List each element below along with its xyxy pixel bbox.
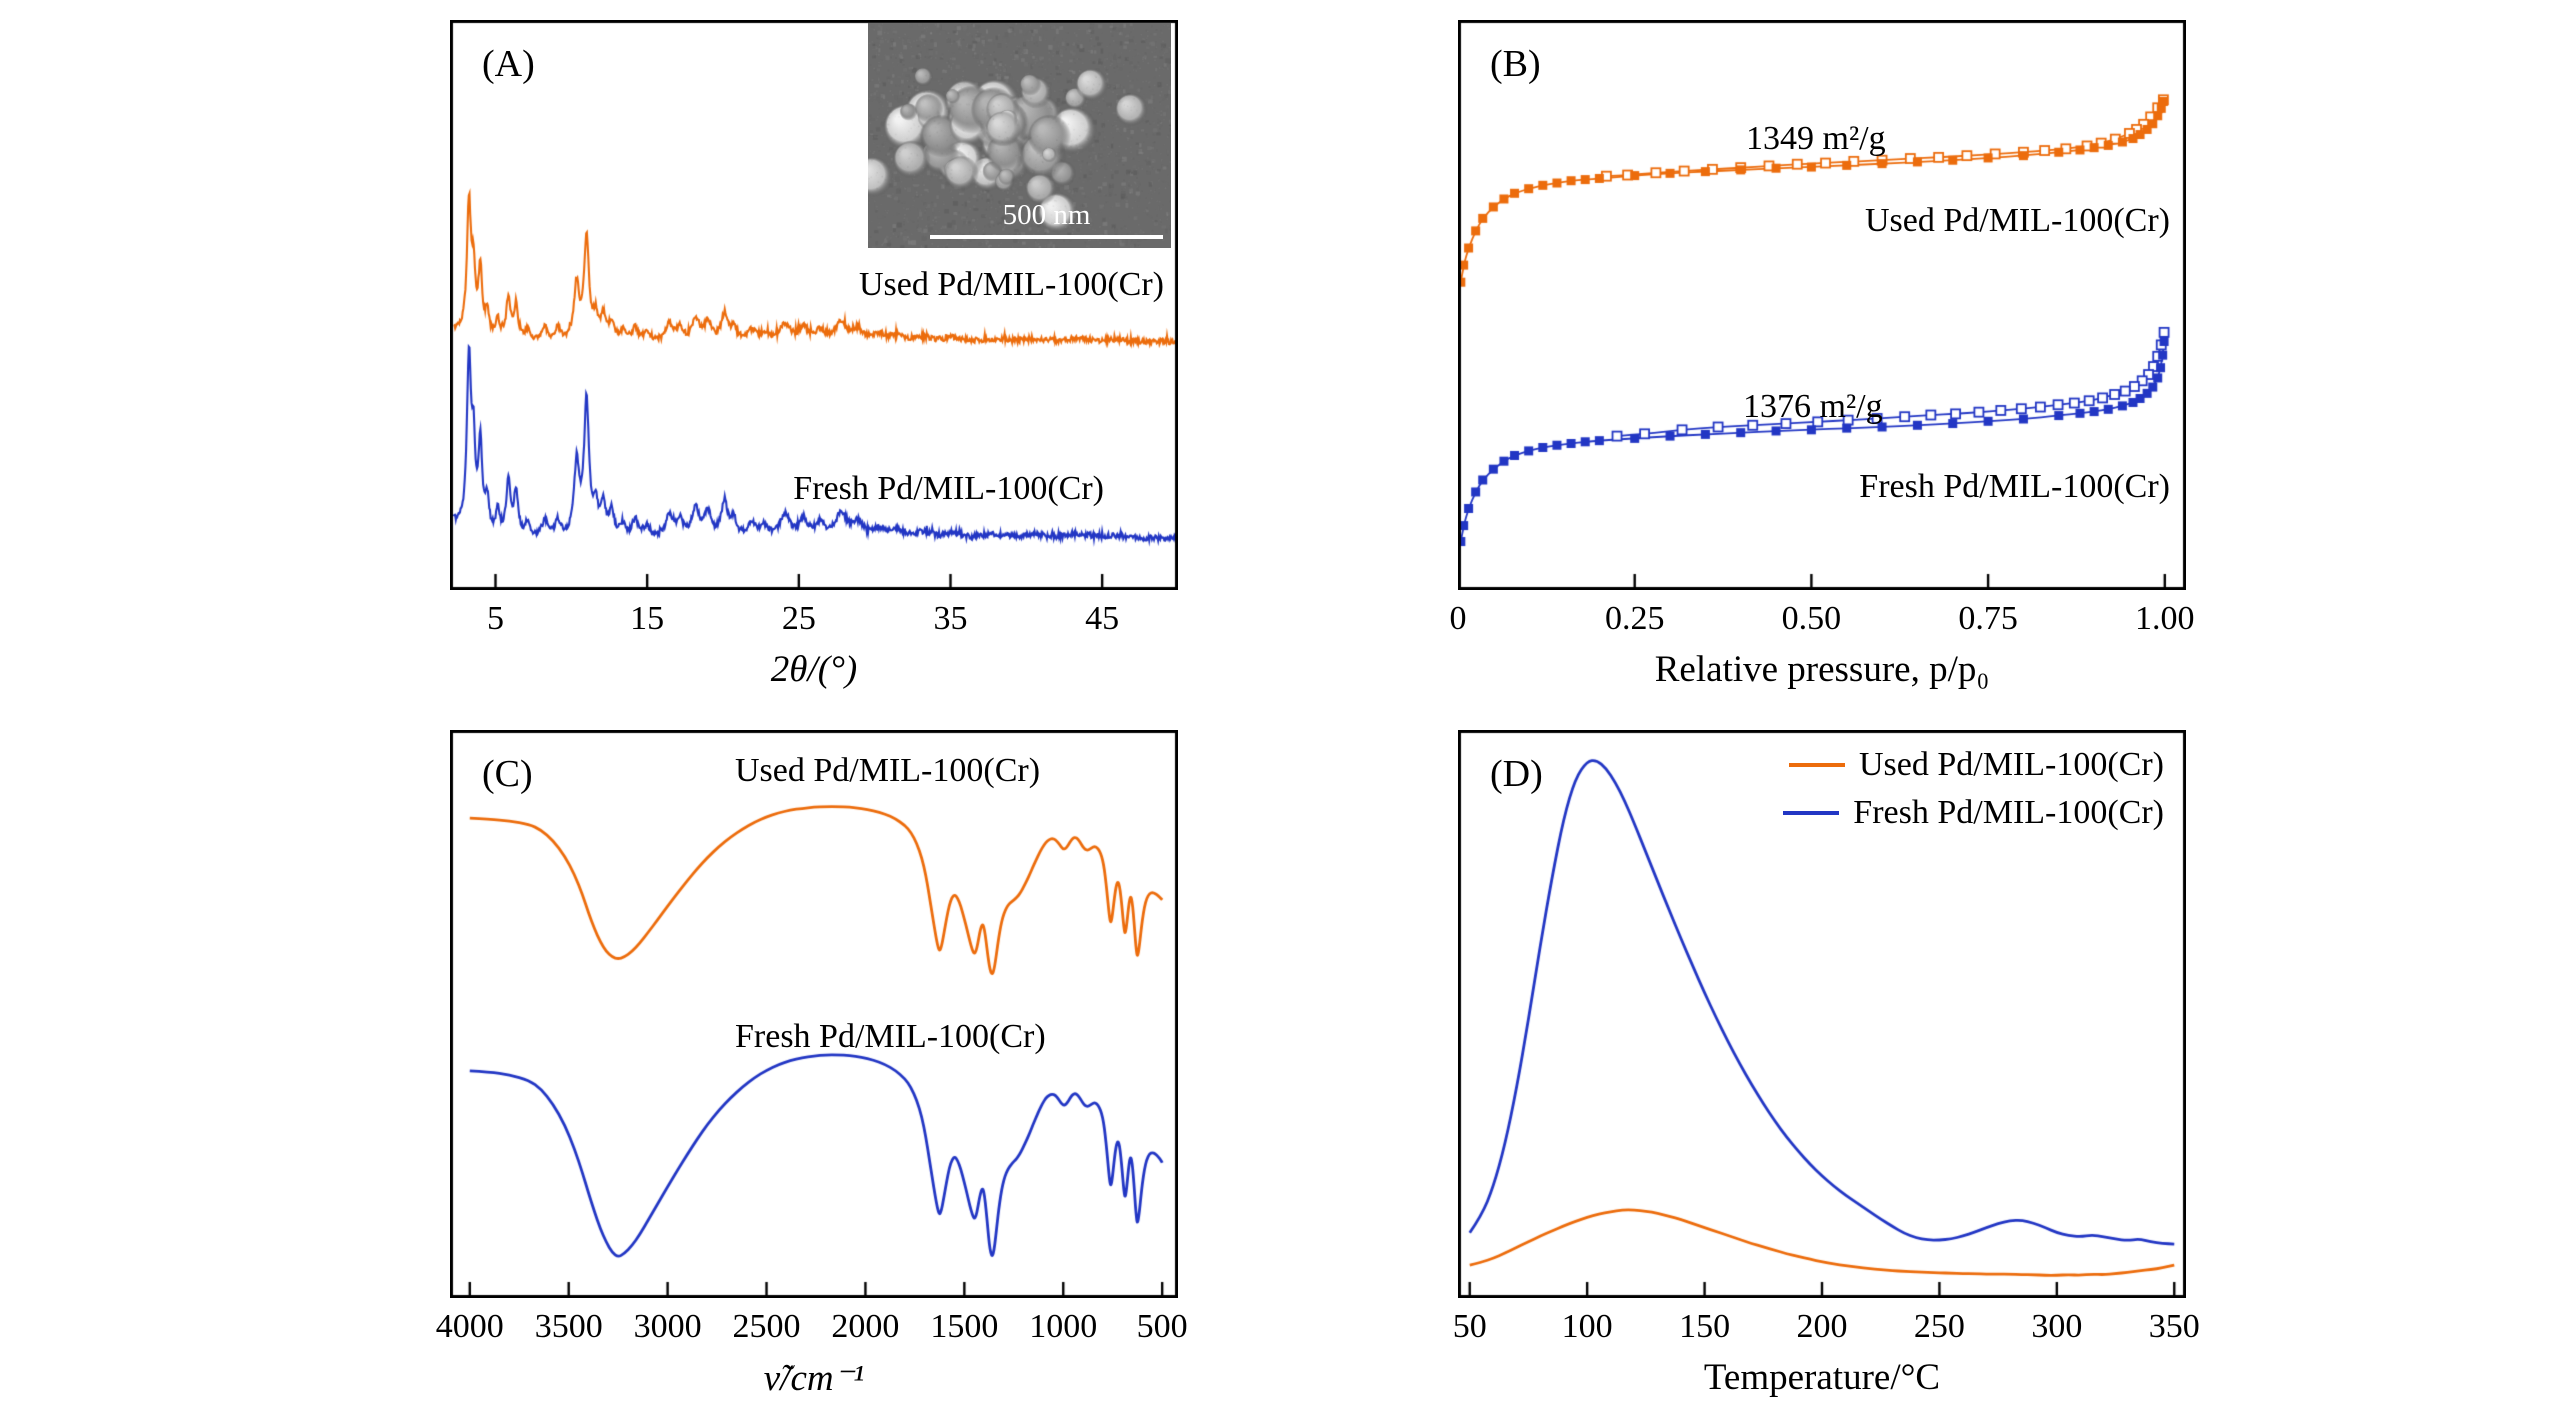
x-tick-label: 3500 [534, 1308, 603, 1345]
panel-c-ftir: (C) Used Pd/MIL-100(Cr) Fresh Pd/MIL-100… [436, 730, 1188, 1417]
legend-item-fresh: Fresh Pd/MIL-100(Cr) [1783, 794, 2164, 832]
legend-swatch-used [1788, 763, 1845, 767]
panel-d-x-axis-title: Temperature/°C [1703, 1357, 1941, 1398]
panel-a-x-axis-title: 2θ/(°) [770, 649, 858, 690]
sem-inset-image: 500 nm [868, 23, 1171, 248]
panel-a-xrd: (A) Used Pd/MIL-100(Cr) Fresh Pd/MIL-100… [450, 20, 1178, 720]
panel-b-tick-labels: 0 0.25 0.50 0.75 1.00 [1450, 600, 2195, 650]
x-tick-label: 5 [487, 600, 504, 637]
ftir-plot-canvas [450, 730, 1178, 1298]
x-tick-label: 15 [630, 600, 665, 637]
panel-c-tick-labels: 4000 3500 3000 2500 2000 1500 1000 500 [436, 1308, 1188, 1358]
panel-b-x-axis-title: Relative pressure, p/p₀ [1654, 649, 1990, 690]
x-tick-label: 25 [781, 600, 816, 637]
tpd-plot-canvas [1458, 730, 2186, 1298]
panel-b-label: (B) [1490, 43, 1541, 85]
x-tick-label: 0.25 [1604, 600, 1665, 637]
series-label-used: Used Pd/MIL-100(Cr) [1864, 202, 2170, 239]
series-label-used: Used Pd/MIL-100(Cr) [858, 266, 1164, 303]
series-label-used: Used Pd/MIL-100(Cr) [735, 752, 1041, 789]
x-tick-label: 2000 [831, 1308, 900, 1345]
isotherm-plot-canvas [1458, 20, 2186, 590]
surface-area-used: 1349 m²/g [1746, 120, 1886, 157]
legend: Used Pd/MIL-100(Cr) Fresh Pd/MIL-100(Cr) [1783, 746, 2164, 832]
x-tick-label: 500 [1136, 1308, 1188, 1345]
sem-scalebar-label: 500 nm [1002, 199, 1091, 231]
x-tick-label: 2500 [732, 1308, 801, 1345]
panel-c-x-axis-title: ν̃/cm⁻¹ [763, 1358, 865, 1399]
x-tick-label: 0.75 [1958, 600, 2018, 637]
series-label-fresh: Fresh Pd/MIL-100(Cr) [793, 470, 1104, 507]
legend-label-used: Used Pd/MIL-100(Cr) [1858, 746, 2164, 783]
x-tick-label: 200 [1796, 1308, 1848, 1345]
x-tick-label: 0 [1449, 600, 1467, 637]
series-label-fresh: Fresh Pd/MIL-100(Cr) [1859, 468, 2170, 505]
sem-scalebar [930, 235, 1163, 239]
x-tick-label: 1500 [930, 1308, 999, 1345]
surface-area-fresh: 1376 m²/g [1743, 388, 1883, 425]
series-label-fresh: Fresh Pd/MIL-100(Cr) [735, 1018, 1046, 1055]
legend-item-used: Used Pd/MIL-100(Cr) [1783, 746, 2164, 784]
panel-d-label: (D) [1490, 753, 1543, 795]
x-tick-label: 45 [1085, 600, 1120, 637]
panel-a-label: (A) [482, 43, 535, 85]
sem-micrograph [868, 23, 1171, 248]
x-tick-label: 150 [1679, 1308, 1731, 1345]
panel-c-label: (C) [482, 753, 533, 795]
x-tick-label: 250 [1913, 1308, 1965, 1345]
x-tick-label: 4000 [435, 1308, 504, 1345]
legend-swatch-fresh [1783, 811, 1840, 815]
x-tick-label: 35 [933, 600, 968, 637]
x-tick-label: 350 [2148, 1308, 2200, 1345]
panel-d-tpd: (D) Used Pd/MIL-100(Cr) Fresh Pd/MIL-100… [1453, 730, 2200, 1417]
panel-a-tick-labels: 5 15 25 35 45 [450, 600, 1178, 650]
x-tick-label: 100 [1561, 1308, 1613, 1345]
x-tick-label: 1.00 [2135, 600, 2195, 637]
x-tick-label: 0.50 [1781, 600, 1842, 637]
x-tick-label: 300 [2031, 1308, 2083, 1345]
x-tick-label: 50 [1452, 1308, 1487, 1345]
panel-b-isotherm: (B) 1349 m²/g Used Pd/MIL-100(Cr) 1376 m… [1450, 20, 2195, 720]
legend-label-fresh: Fresh Pd/MIL-100(Cr) [1853, 794, 2164, 831]
x-tick-label: 1000 [1029, 1308, 1098, 1345]
panel-d-tick-labels: 50 100 150 200 250 300 350 [1453, 1308, 2200, 1358]
x-tick-label: 3000 [633, 1308, 702, 1345]
